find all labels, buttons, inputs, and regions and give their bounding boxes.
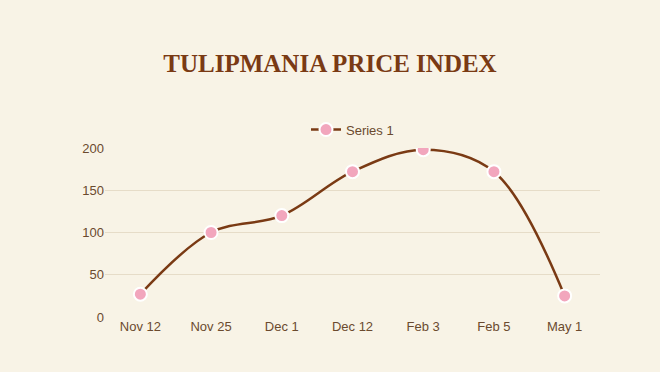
svg-text:Dec 1: Dec 1 (265, 319, 299, 334)
svg-text:150: 150 (82, 183, 104, 198)
svg-text:TULIPMANIA PRICE INDEX: TULIPMANIA PRICE INDEX (163, 50, 496, 77)
svg-text:Nov 12: Nov 12 (120, 319, 161, 334)
svg-text:0: 0 (97, 310, 104, 325)
svg-text:50: 50 (90, 267, 104, 282)
svg-text:Feb 3: Feb 3 (407, 319, 440, 334)
svg-text:100: 100 (82, 225, 104, 240)
svg-text:Nov 25: Nov 25 (190, 319, 231, 334)
svg-text:May 1: May 1 (547, 319, 582, 334)
svg-text:Feb 5: Feb 5 (477, 319, 510, 334)
svg-text:200: 200 (82, 141, 104, 156)
svg-text:Dec 12: Dec 12 (332, 319, 373, 334)
svg-text:Series 1: Series 1 (346, 123, 394, 138)
